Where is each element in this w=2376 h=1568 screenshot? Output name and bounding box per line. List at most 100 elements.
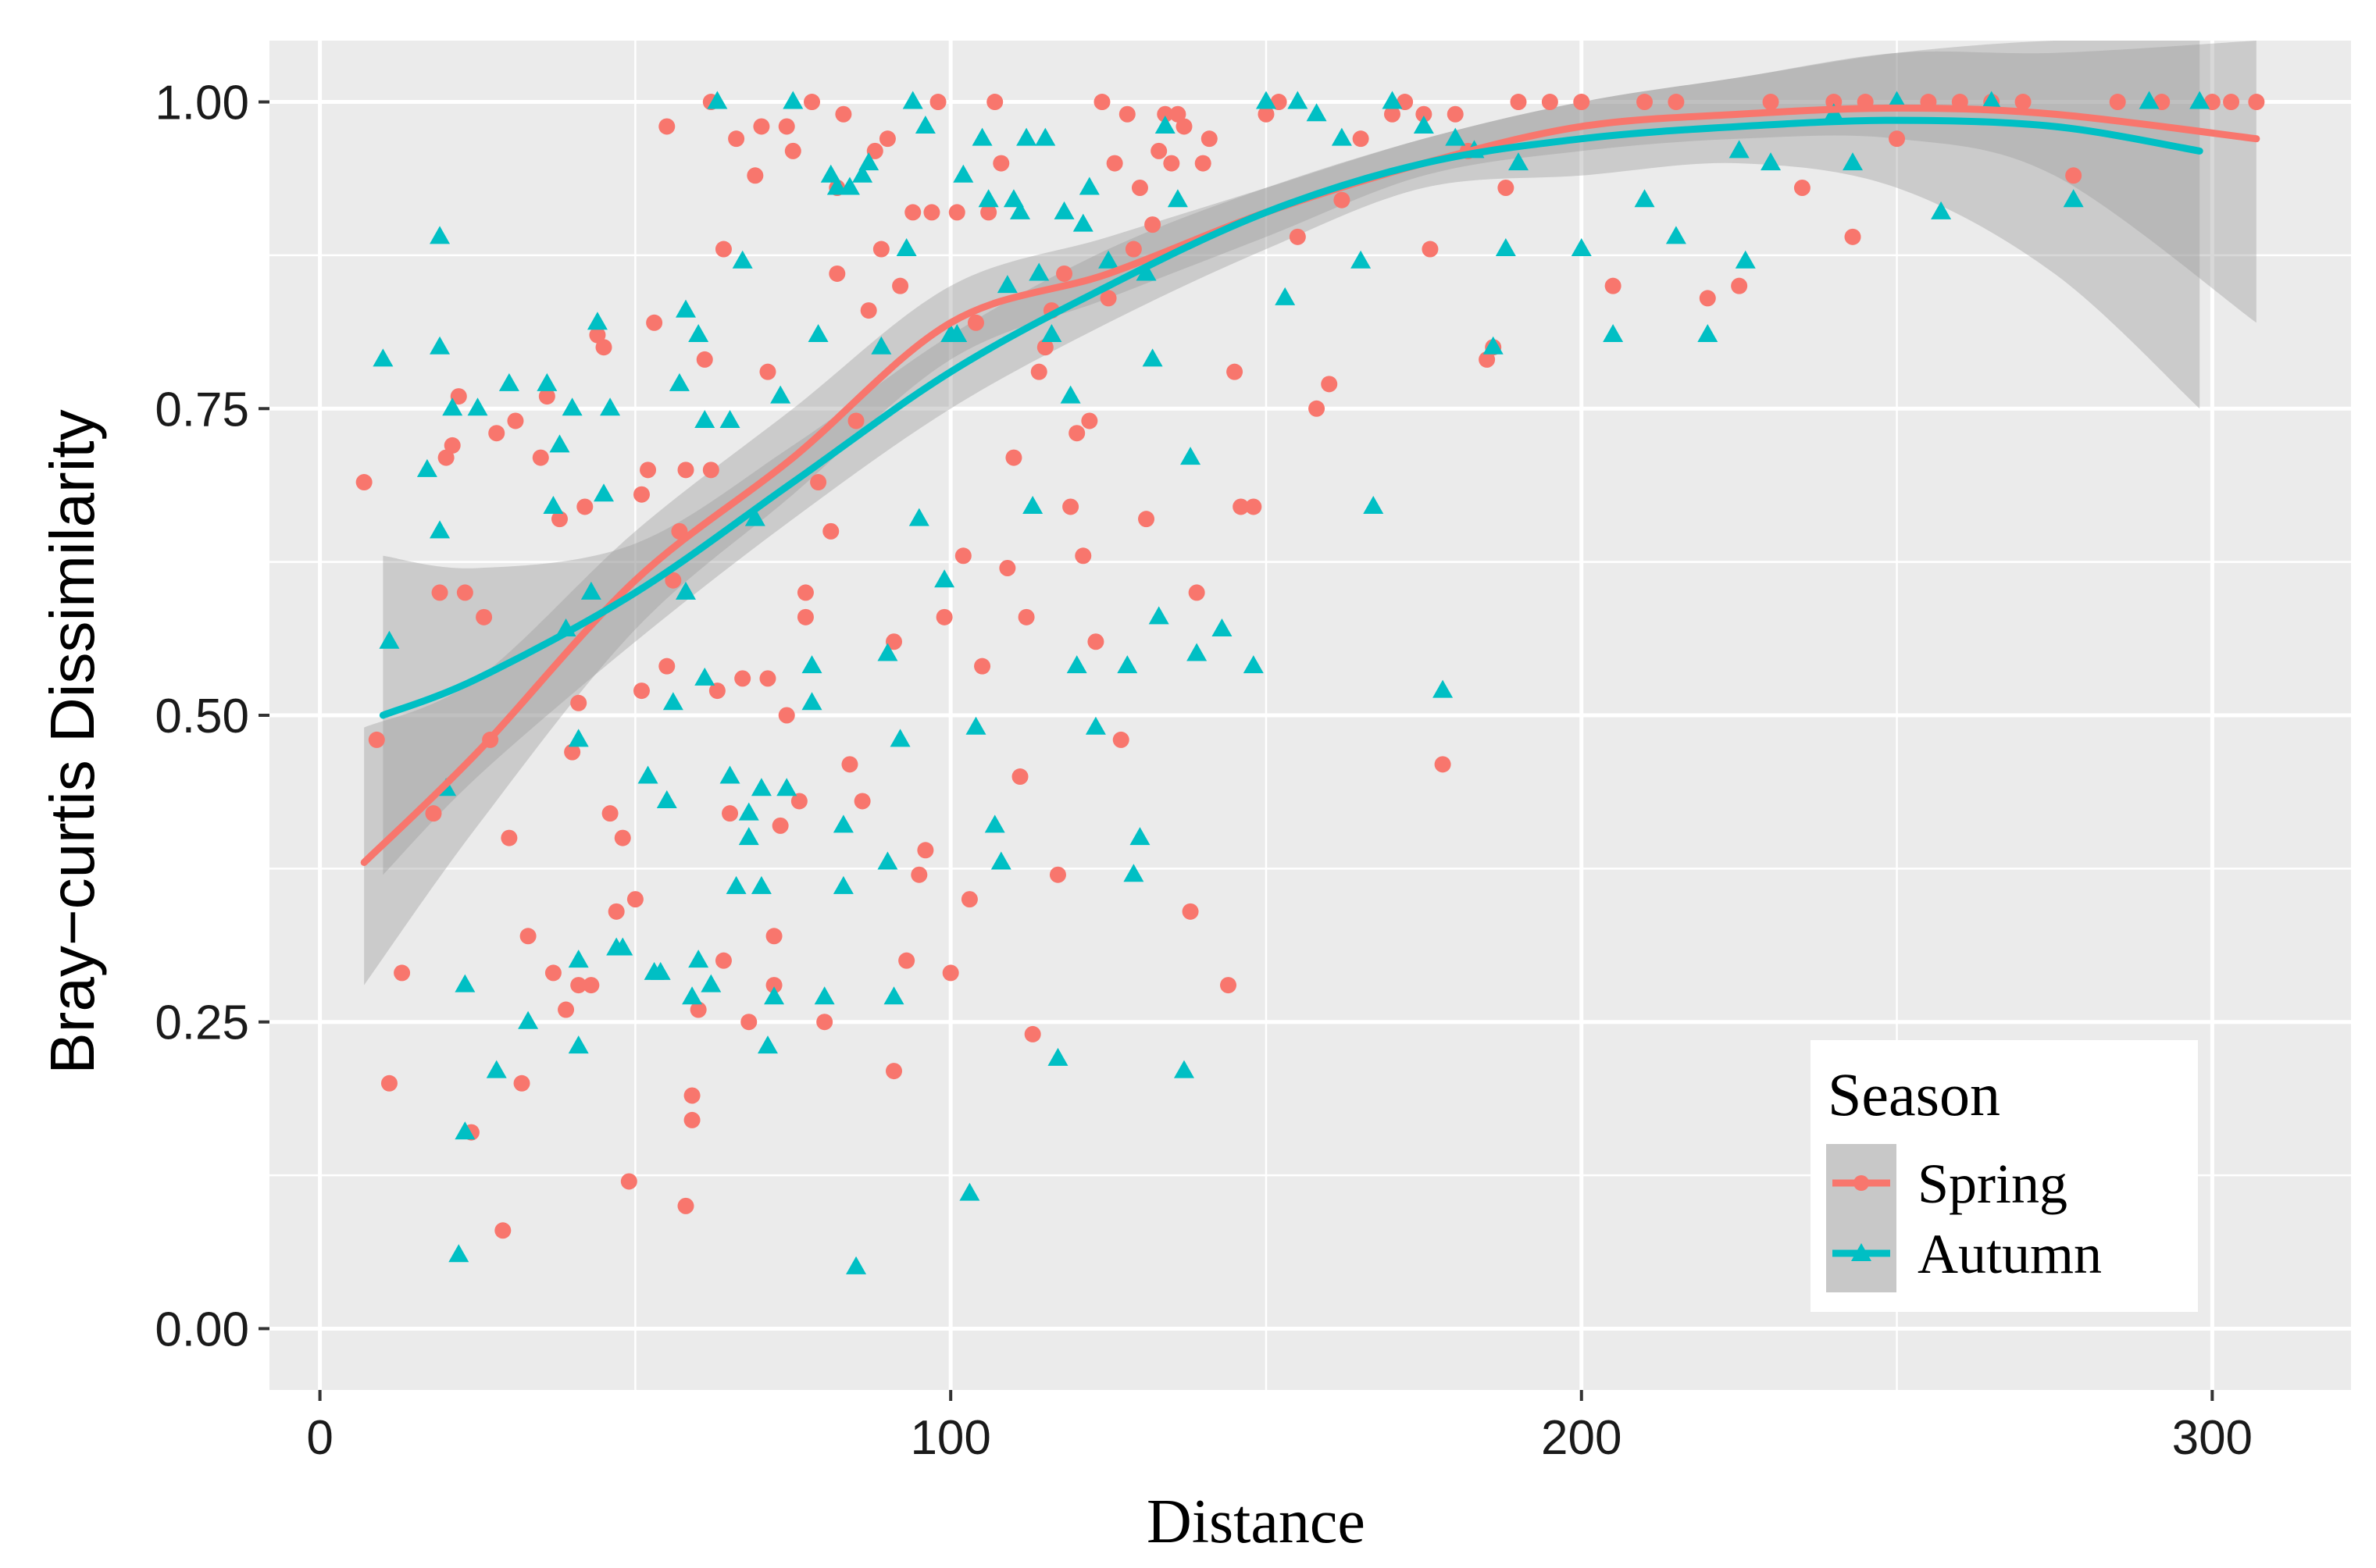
point-autumn	[568, 950, 589, 968]
point-spring	[1036, 339, 1054, 356]
point-spring	[507, 412, 524, 429]
point-spring	[425, 805, 442, 822]
point-spring	[765, 977, 783, 994]
x-tick-label: 200	[1541, 1411, 1621, 1465]
point-autumn	[2063, 189, 2084, 208]
point-spring	[778, 707, 795, 724]
point-spring	[835, 105, 852, 123]
point-autumn	[1060, 385, 1081, 404]
point-spring	[532, 449, 549, 466]
point-autumn	[594, 483, 615, 502]
point-spring	[715, 952, 732, 969]
point-spring	[1118, 105, 1136, 123]
point-spring	[1188, 584, 1205, 601]
point-spring	[501, 829, 518, 846]
point-spring	[980, 204, 997, 221]
point-autumn	[1886, 91, 1907, 109]
point-autumn	[1041, 324, 1062, 343]
point-spring	[2065, 167, 2082, 184]
point-spring	[1226, 363, 1243, 380]
legend-label-autumn: Autumn	[1918, 1223, 2102, 1285]
point-spring	[822, 522, 840, 540]
point-spring	[677, 1197, 694, 1214]
point-spring	[614, 829, 631, 846]
point-spring	[658, 118, 676, 135]
point-spring	[2153, 94, 2171, 111]
point-spring	[1081, 412, 1098, 429]
point-spring	[1093, 94, 1111, 111]
point-autumn	[902, 91, 923, 109]
point-spring	[917, 842, 934, 859]
point-autumn	[1186, 643, 1208, 661]
point-autumn	[537, 372, 558, 391]
point-spring	[797, 584, 814, 601]
point-autumn	[719, 409, 740, 428]
point-spring	[589, 326, 606, 344]
point-autumn	[467, 397, 488, 416]
smooth-lines	[360, 104, 2260, 867]
point-spring	[866, 142, 883, 159]
point-autumn	[1287, 91, 1308, 109]
point-autumn	[518, 1010, 539, 1029]
point-spring	[544, 964, 562, 982]
point-autumn	[1047, 1047, 1068, 1066]
point-spring	[620, 1173, 637, 1190]
point-spring	[740, 1014, 758, 1031]
point-spring	[728, 130, 745, 148]
point-autumn	[770, 385, 791, 404]
point-spring	[1131, 180, 1148, 197]
point-spring	[765, 928, 783, 945]
point-spring	[601, 805, 619, 822]
point-spring	[626, 891, 644, 908]
point-spring	[854, 793, 871, 810]
point-spring	[1397, 94, 1414, 111]
point-spring	[1112, 731, 1129, 748]
point-autumn	[549, 434, 570, 453]
point-autumn	[682, 986, 703, 1005]
point-autumn	[430, 336, 451, 355]
point-autumn	[455, 974, 476, 992]
point-spring	[1844, 228, 1861, 245]
point-autumn	[1508, 152, 1529, 171]
point-spring	[797, 608, 814, 625]
point-spring	[778, 118, 795, 135]
point-spring	[437, 449, 455, 466]
point-autumn	[580, 581, 601, 600]
point-spring	[1182, 903, 1199, 920]
point-autumn	[1054, 201, 1075, 219]
point-spring	[753, 118, 770, 135]
point-autumn	[990, 851, 1011, 870]
point-autumn	[568, 1035, 589, 1054]
point-autumn	[751, 875, 772, 894]
point-spring	[476, 608, 493, 625]
point-spring	[1169, 105, 1186, 123]
point-spring	[2109, 94, 2126, 111]
point-spring	[488, 425, 505, 442]
point-spring	[456, 584, 473, 601]
point-spring	[683, 1087, 701, 1104]
point-spring	[683, 1111, 701, 1128]
point-autumn	[676, 581, 696, 600]
point-spring	[564, 743, 581, 761]
x-tick-label: 0	[306, 1411, 333, 1465]
point-spring	[961, 891, 978, 908]
point-spring	[1011, 768, 1029, 786]
point-autumn	[1167, 189, 1188, 208]
point-spring	[734, 670, 751, 687]
y-axis-ticks: 0.00 0.25 0.50 0.75 1.00	[155, 77, 269, 1356]
point-spring	[1030, 363, 1047, 380]
legend-key-autumn-marker	[1851, 1243, 1871, 1261]
point-autumn	[1142, 348, 1163, 367]
point-autumn	[562, 397, 583, 416]
point-spring	[1308, 400, 1325, 417]
point-spring	[1541, 94, 1558, 111]
point-autumn	[1413, 115, 1434, 134]
point-spring	[1200, 130, 1218, 148]
smooth-line-autumn	[379, 116, 2203, 719]
point-spring	[1270, 94, 1287, 111]
point-autumn	[1445, 127, 1466, 146]
point-autumn	[430, 520, 451, 539]
point-autumn	[669, 372, 690, 391]
point-spring	[1144, 216, 1161, 233]
point-spring	[608, 903, 625, 920]
